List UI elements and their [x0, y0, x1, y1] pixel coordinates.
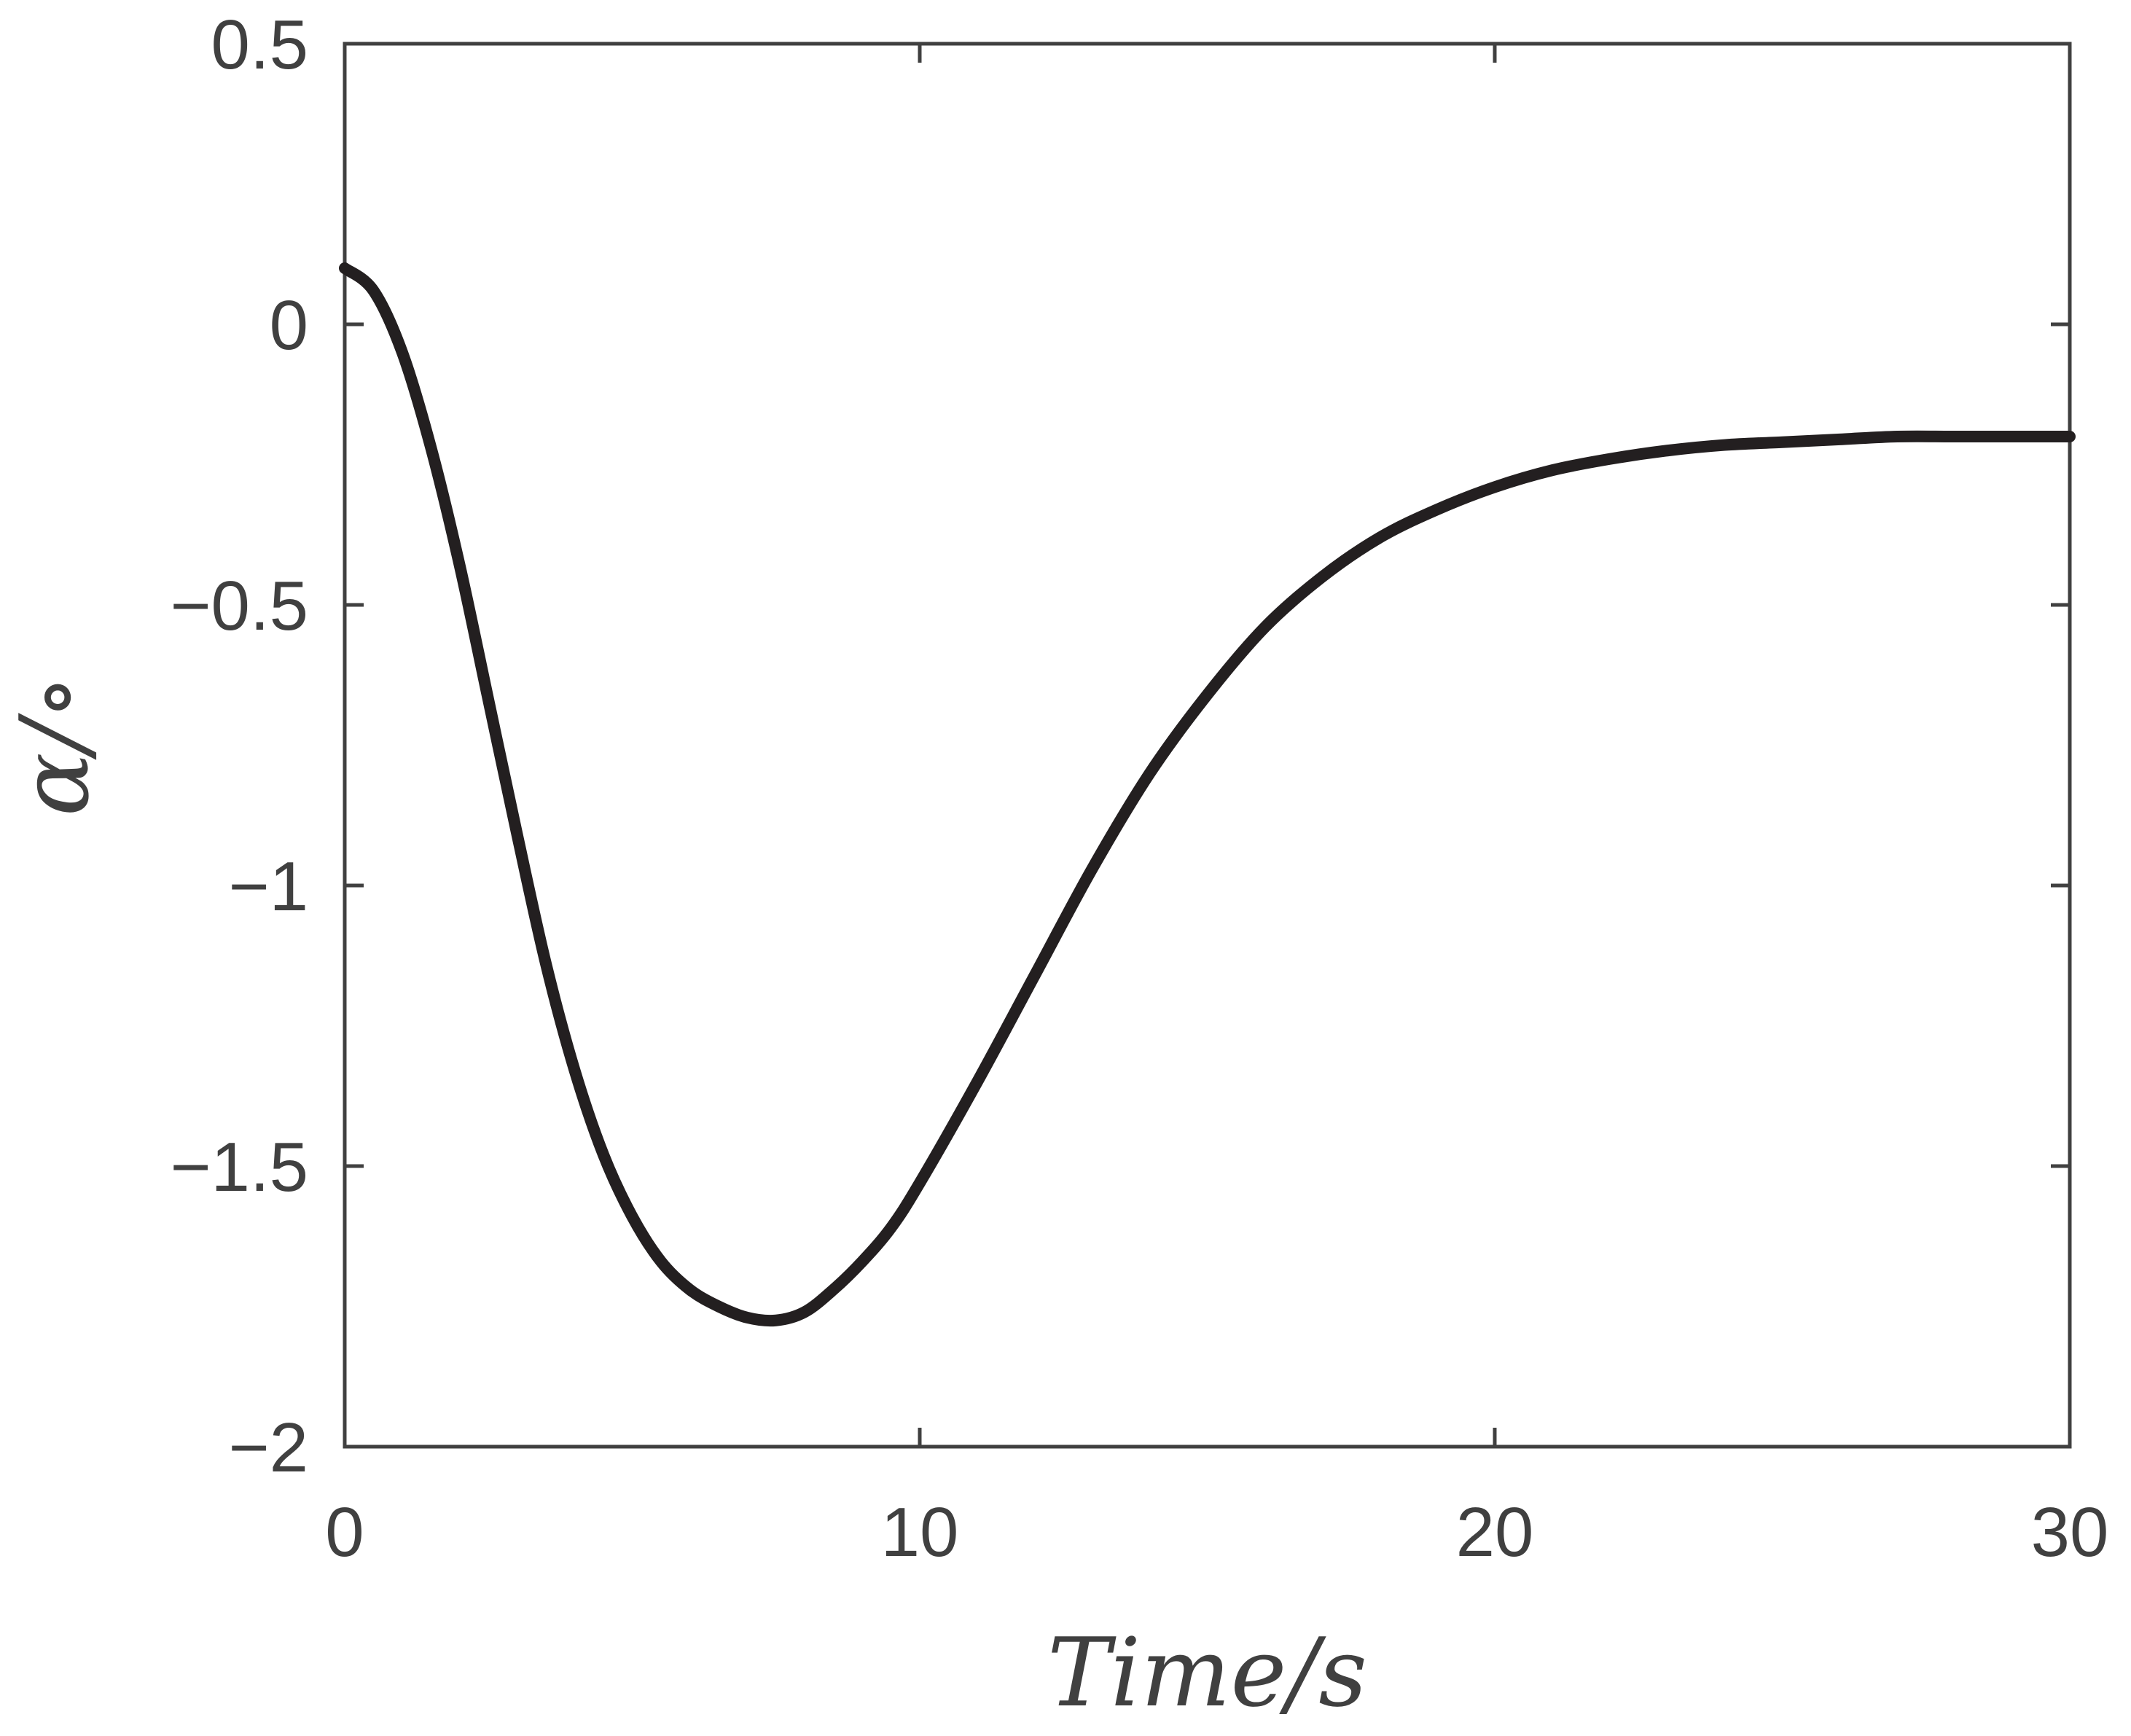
- y-axis-title: α/∘: [0, 674, 110, 816]
- x-ticks: 0 10 20 30: [325, 44, 2108, 1571]
- x-tick-label: 30: [2031, 1493, 2109, 1571]
- x-axis-title: Time/s: [1047, 1617, 1367, 1728]
- x-tick-label: 10: [881, 1493, 959, 1571]
- series-group: [339, 262, 2076, 1327]
- y-tick-label: −2: [229, 1409, 308, 1487]
- y-tick-label: −1: [229, 848, 308, 926]
- axes-box: [343, 42, 2072, 1449]
- series-line: [339, 262, 2076, 1327]
- axes: [343, 42, 2072, 1449]
- y-ticks: 0.5 0 −0.5 −1 −1.5 −2: [170, 6, 2070, 1487]
- x-tick-label: 0: [325, 1493, 364, 1571]
- y-tick-label: 0: [270, 286, 308, 364]
- y-tick-label: −1.5: [170, 1128, 308, 1206]
- x-tick-label: 20: [1456, 1493, 1534, 1571]
- y-tick-label: −0.5: [170, 567, 308, 645]
- y-tick-label: 0.5: [211, 6, 308, 84]
